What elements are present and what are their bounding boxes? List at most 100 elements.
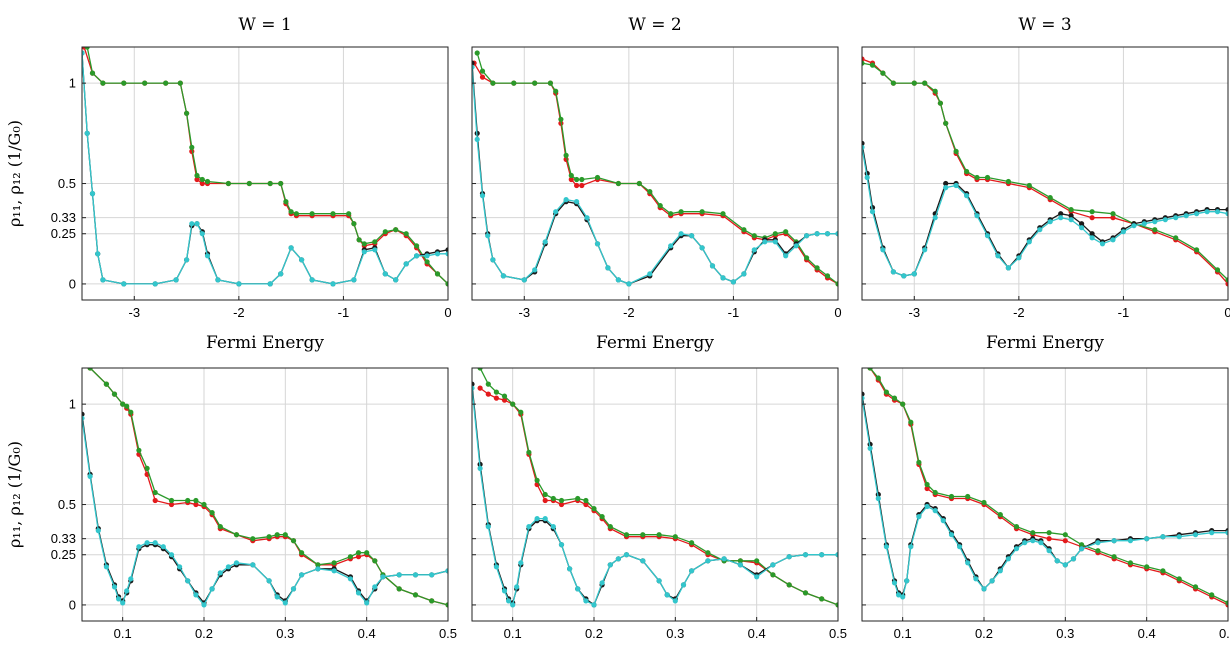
data-point xyxy=(984,174,991,181)
data-point xyxy=(506,598,512,604)
data-point xyxy=(583,497,589,504)
data-point xyxy=(875,495,881,502)
data-point xyxy=(607,562,613,568)
data-point xyxy=(1016,255,1022,261)
data-point xyxy=(204,253,211,259)
data-point xyxy=(189,144,195,150)
data-point xyxy=(689,568,695,574)
data-point xyxy=(472,64,475,70)
data-point xyxy=(526,449,532,455)
data-point xyxy=(1047,219,1053,225)
data-point xyxy=(355,590,362,596)
data-point xyxy=(802,552,809,558)
data-point xyxy=(1225,277,1228,283)
data-point xyxy=(1005,178,1012,185)
data-point xyxy=(575,586,581,592)
data-point xyxy=(737,558,744,564)
chart-panel-1: -3 -2 -1 0 0 0.250.33 0.5 1 W = 1 Fermi Energy ρ₁₁… xyxy=(5,15,452,353)
data-point xyxy=(1062,562,1068,568)
plot-frame xyxy=(861,46,1229,301)
data-point xyxy=(880,247,886,253)
data-point xyxy=(542,497,548,504)
data-point xyxy=(770,562,776,568)
data-point xyxy=(414,243,420,249)
data-point xyxy=(364,600,370,606)
data-point xyxy=(964,193,970,199)
data-point xyxy=(445,568,448,574)
data-point xyxy=(957,544,963,550)
data-point xyxy=(1054,558,1060,564)
data-point xyxy=(783,229,789,235)
data-point xyxy=(594,241,601,247)
data-point xyxy=(1095,548,1101,554)
data-point xyxy=(283,199,289,205)
data-point xyxy=(1062,538,1068,544)
data-point xyxy=(355,554,362,560)
data-point xyxy=(824,231,831,237)
data-point xyxy=(916,514,922,520)
data-point xyxy=(699,209,705,215)
x-tick-label: 0.4 xyxy=(358,626,376,641)
data-point xyxy=(434,271,441,277)
data-point xyxy=(485,391,491,397)
data-point xyxy=(880,70,886,76)
data-point xyxy=(382,229,388,235)
data-point xyxy=(429,572,435,578)
data-point xyxy=(347,576,353,582)
data-point xyxy=(563,197,569,203)
data-point xyxy=(864,174,870,181)
data-point xyxy=(924,503,930,510)
series-line-2 xyxy=(862,62,1228,281)
x-tick-label: -1 xyxy=(728,305,740,320)
data-point xyxy=(501,393,508,399)
data-point xyxy=(290,586,297,592)
data-point xyxy=(121,80,127,86)
data-point xyxy=(647,271,653,277)
data-point xyxy=(689,233,695,239)
series-group xyxy=(472,50,838,287)
data-point xyxy=(87,368,93,371)
data-point xyxy=(194,172,200,179)
data-point xyxy=(95,528,101,534)
data-point xyxy=(1013,546,1020,552)
data-point xyxy=(103,564,109,570)
data-point xyxy=(361,241,367,247)
series-line-3 xyxy=(862,393,1228,596)
data-point xyxy=(869,62,876,68)
data-point xyxy=(786,582,792,588)
data-point xyxy=(793,243,799,249)
data-point xyxy=(474,50,480,56)
data-point xyxy=(396,572,402,578)
data-point xyxy=(953,182,959,189)
data-point xyxy=(1046,530,1052,536)
data-point xyxy=(1037,227,1043,233)
data-point xyxy=(605,265,611,271)
data-point xyxy=(434,251,441,257)
data-point xyxy=(493,395,499,401)
data-point xyxy=(900,594,906,600)
x-tick-label: 0.3 xyxy=(666,626,684,641)
data-point xyxy=(575,495,581,502)
data-point xyxy=(152,540,158,546)
series-line-2 xyxy=(479,368,838,606)
data-point xyxy=(922,80,928,86)
data-point xyxy=(534,477,540,483)
data-point xyxy=(185,578,191,584)
data-point xyxy=(1046,536,1052,542)
data-point xyxy=(932,489,938,496)
data-point xyxy=(1225,530,1228,536)
data-point xyxy=(309,211,315,217)
data-point xyxy=(479,193,486,199)
data-point xyxy=(1005,265,1012,271)
y-tick-label: 0.5 xyxy=(58,497,76,512)
data-point xyxy=(814,265,820,271)
data-point xyxy=(636,180,642,187)
data-point xyxy=(474,136,480,142)
data-point xyxy=(1089,231,1095,237)
data-point xyxy=(493,389,499,395)
data-point xyxy=(965,493,971,500)
data-point xyxy=(965,560,971,566)
data-point xyxy=(754,574,760,580)
x-tick-label: -3 xyxy=(129,305,141,320)
data-point xyxy=(948,532,955,538)
